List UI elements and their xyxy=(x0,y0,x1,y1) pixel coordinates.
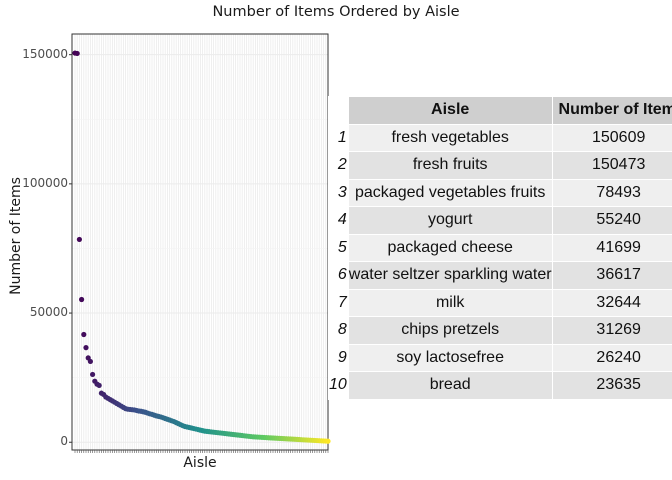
x-axis-label: Aisle xyxy=(183,455,217,471)
aisle-cell: packaged vegetables fruits xyxy=(347,178,553,207)
y-tick-label: 100000 xyxy=(22,175,68,190)
row-index: 5 xyxy=(328,233,349,262)
data-point xyxy=(76,236,82,243)
aisle-cell: bread xyxy=(347,371,553,400)
chart-title: Number of Items Ordered by Aisle xyxy=(212,4,460,20)
data-point xyxy=(90,371,96,378)
count-cell: 23635 xyxy=(551,371,672,400)
table-row: 10 bread 23635 xyxy=(328,371,672,400)
aisle-cell: milk xyxy=(347,288,553,317)
row-index: 9 xyxy=(328,343,349,372)
row-index: 2 xyxy=(328,151,349,180)
row-index: 7 xyxy=(328,288,349,317)
table-row: 6 water seltzer sparkling water 36617 xyxy=(328,261,672,290)
count-cell: 78493 xyxy=(551,178,672,207)
aisle-cell: fresh fruits xyxy=(347,151,553,180)
data-point xyxy=(74,50,80,57)
y-tick-label: 0 xyxy=(60,434,68,449)
count-cell: 41699 xyxy=(551,233,672,262)
row-index: 4 xyxy=(328,206,349,235)
y-axis-label: Number of Items xyxy=(8,177,24,295)
count-cell: 150473 xyxy=(551,151,672,180)
y-tick-label: 150000 xyxy=(22,46,68,61)
table-corner xyxy=(328,96,349,125)
aisle-cell: packaged cheese xyxy=(347,233,553,262)
table-row: 3 packaged vegetables fruits 78493 xyxy=(328,178,672,207)
row-index: 1 xyxy=(328,123,349,152)
count-cell: 31269 xyxy=(551,316,672,345)
count-cell: 150609 xyxy=(551,123,672,152)
row-index: 6 xyxy=(328,261,349,290)
data-point xyxy=(325,438,331,444)
table-row: 9 soy lactosefree 26240 xyxy=(328,343,672,372)
table-row: 7 milk 32644 xyxy=(328,288,672,317)
data-point xyxy=(81,331,87,338)
aisle-cell: soy lactosefree xyxy=(347,343,553,372)
count-cell: 26240 xyxy=(551,343,672,372)
data-point xyxy=(83,345,89,351)
row-index: 8 xyxy=(328,316,349,345)
table-row: 5 packaged cheese 41699 xyxy=(328,233,672,262)
table-row: 8 chips pretzels 31269 xyxy=(328,316,672,345)
data-point xyxy=(87,358,93,365)
count-cell: 32644 xyxy=(551,288,672,317)
row-index: 10 xyxy=(328,371,349,400)
row-index: 3 xyxy=(328,178,349,207)
aisle-cell: water seltzer sparkling water xyxy=(347,261,553,290)
table-row: 1 fresh vegetables 150609 xyxy=(328,123,672,152)
count-cell: 36617 xyxy=(551,261,672,290)
column-header-aisle: Aisle xyxy=(347,96,553,125)
y-tick-label: 50000 xyxy=(29,305,68,320)
data-point xyxy=(96,382,102,389)
aisle-cell: yogurt xyxy=(347,206,553,235)
aisle-cell: fresh vegetables xyxy=(347,123,553,152)
table-header-row: Aisle Number of Items xyxy=(328,96,672,125)
plot-border xyxy=(71,33,329,451)
data-point xyxy=(79,296,85,303)
column-header-count: Number of Items xyxy=(551,96,672,125)
count-cell: 55240 xyxy=(551,206,672,235)
aisle-cell: chips pretzels xyxy=(347,316,553,345)
table-row: 4 yogurt 55240 xyxy=(328,206,672,235)
table-row: 2 fresh fruits 150473 xyxy=(328,151,672,180)
